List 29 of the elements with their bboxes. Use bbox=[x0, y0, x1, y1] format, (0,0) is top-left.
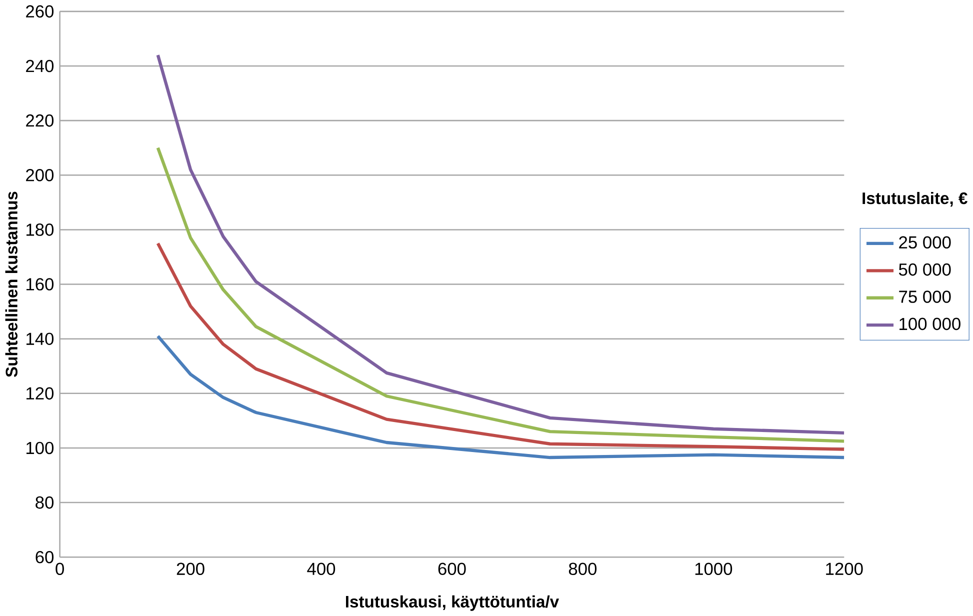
x-tick-label: 200 bbox=[176, 562, 204, 575]
y-tick-label: 200 bbox=[26, 168, 54, 182]
legend-label: 25 000 bbox=[899, 236, 951, 248]
line-series bbox=[156, 242, 844, 451]
x-tick-label: 600 bbox=[438, 562, 466, 575]
y-tick-label: 60 bbox=[36, 550, 54, 564]
y-tick-label: 220 bbox=[26, 114, 54, 127]
x-tick-label: 1000 bbox=[695, 562, 732, 575]
y-tick-label: 140 bbox=[26, 332, 54, 345]
legend-label: 75 000 bbox=[899, 290, 951, 303]
legend-label: 50 000 bbox=[898, 263, 951, 276]
y-tick-label: 100 bbox=[26, 442, 54, 454]
y-tick-label: 240 bbox=[26, 60, 54, 72]
x-tick-label: 800 bbox=[568, 562, 597, 575]
line-series bbox=[156, 53, 844, 434]
y-tick-label: 260 bbox=[26, 5, 54, 18]
legend-title: Istutuslaite, € bbox=[862, 192, 968, 207]
line-series bbox=[156, 146, 844, 443]
x-tick-label: 1200 bbox=[826, 562, 863, 575]
y-tick-label: 80 bbox=[36, 496, 54, 509]
line-series bbox=[156, 334, 844, 460]
y-tick-label: 120 bbox=[26, 387, 54, 400]
x-tick-label: 400 bbox=[307, 562, 336, 575]
y-tick-label: 160 bbox=[26, 278, 54, 290]
x-axis-title: Istutuskausi, käyttötuntia/v bbox=[346, 595, 560, 611]
y-axis-title: Suhteellinen kustannus bbox=[5, 192, 18, 377]
y-tick-label: 180 bbox=[26, 223, 54, 236]
x-tick-label: 0 bbox=[56, 562, 64, 575]
legend-label: 100 000 bbox=[900, 318, 960, 330]
